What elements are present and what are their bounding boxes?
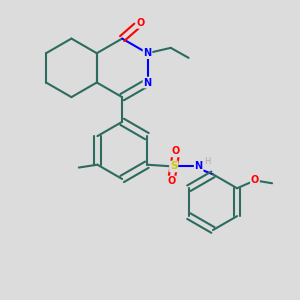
Text: O: O	[251, 176, 259, 185]
Text: S: S	[170, 161, 177, 172]
Text: O: O	[168, 176, 176, 187]
Text: O: O	[137, 18, 145, 28]
Text: H: H	[204, 157, 210, 166]
Text: N: N	[143, 48, 152, 58]
Text: O: O	[171, 146, 180, 157]
Text: N: N	[143, 77, 152, 88]
Text: N: N	[195, 161, 203, 172]
